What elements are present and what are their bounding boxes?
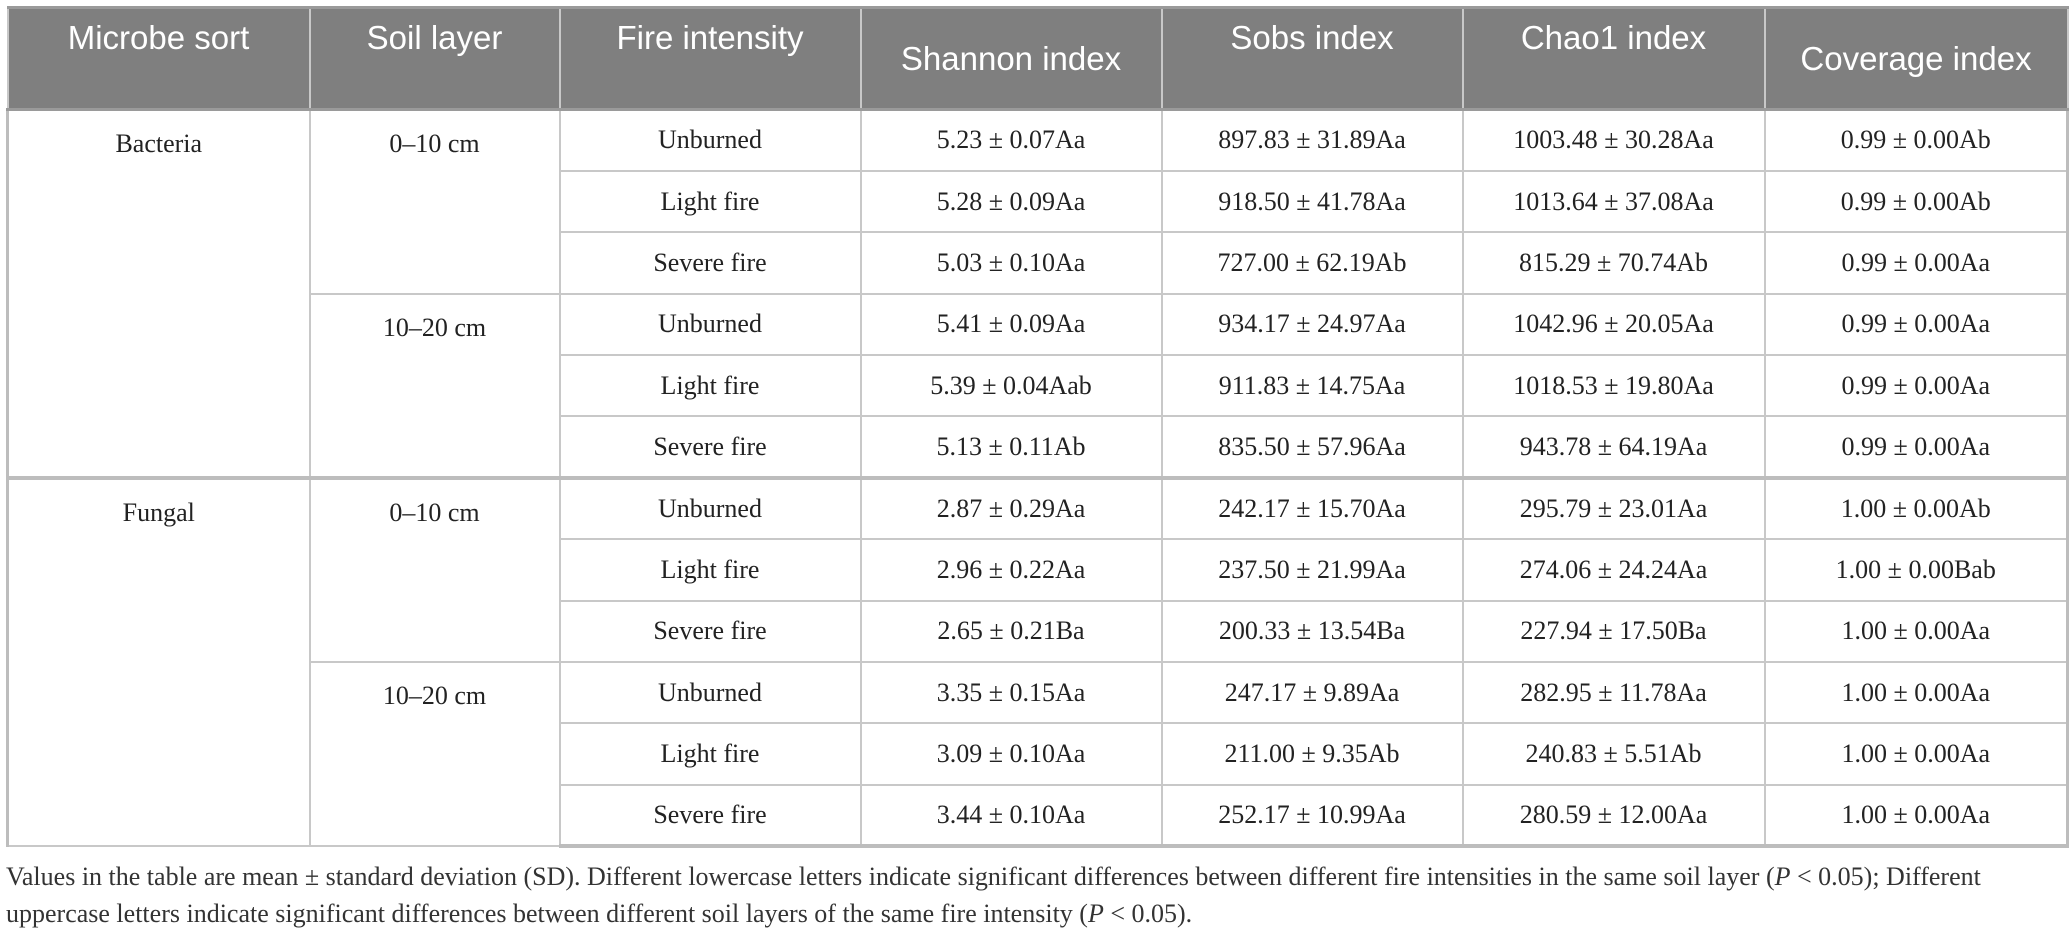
cell-sobs-index: 237.50 ± 21.99Aa: [1160, 538, 1464, 602]
header-fire-intensity: Fire intensity: [558, 6, 862, 111]
cell-sobs-index: 247.17 ± 9.89Aa: [1160, 661, 1464, 725]
cell-coverage-index: 0.99 ± 0.00Aa: [1763, 292, 2069, 357]
cell-soil-layer: 0–10 cm: [308, 475, 561, 664]
cell-sobs-index: 727.00 ± 62.19Ab: [1160, 231, 1464, 295]
table-body: Bacteria 0–10 cm Unburned 5.23 ± 0.07Aa 897.…: [6, 108, 2069, 849]
table-row: 10–20 cm Unburned 3.35 ± 0.15Aa 247.17 ± 9.…: [8, 661, 2069, 848]
cell-sobs-index: 200.33 ± 13.54Ba: [1160, 599, 1464, 664]
cell-sobs-index: 911.83 ± 14.75Aa: [1160, 354, 1464, 418]
cell-chao1-index: 280.59 ± 12.00Aa: [1461, 783, 1766, 849]
cell-chao1-index: 1042.96 ± 20.05Aa: [1461, 292, 1766, 357]
cell-sobs-index: 918.50 ± 41.78Aa: [1160, 169, 1464, 234]
table-row: Light fire 5.39 ± 0.04Aab 911.83 ± 14.75Aa…: [8, 354, 2069, 418]
cell-coverage-index: 1.00 ± 0.00Aa: [1763, 599, 2069, 664]
cell-shannon-index: 5.28 ± 0.09Aa: [859, 169, 1163, 234]
cell-soil-layer: 10–20 cm: [308, 661, 561, 848]
table-container: Microbe sort Soil layer Fire intensity S…: [6, 6, 2069, 849]
cell-shannon-index: 5.39 ± 0.04Aab: [859, 354, 1163, 418]
cell-coverage-index: 0.99 ± 0.00Aa: [1763, 415, 2069, 479]
header-microbe-sort: Microbe sort: [6, 6, 311, 111]
header-soil-layer: Soil layer: [308, 6, 561, 111]
cell-fire-intensity: Light fire: [558, 169, 862, 234]
cell-chao1-index: 943.78 ± 64.19Aa: [1461, 415, 1766, 479]
table-row: Light fire 2.96 ± 0.22Aa 237.50 ± 21.99Aa 2…: [8, 538, 2069, 602]
cell-chao1-index: 282.95 ± 11.78Aa: [1461, 661, 1766, 725]
cell-fire-intensity: Light fire: [558, 354, 862, 418]
cell-fire-intensity: Severe fire: [558, 783, 862, 849]
table-row: Light fire 5.28 ± 0.09Aa 918.50 ± 41.78Aa 1…: [8, 169, 2069, 234]
cell-fire-intensity: Unburned: [558, 661, 862, 725]
cell-chao1-index: 1013.64 ± 37.08Aa: [1461, 169, 1766, 234]
table-row: Light fire 3.09 ± 0.10Aa 211.00 ± 9.35Ab 24…: [8, 722, 2069, 786]
cell-fire-intensity: Unburned: [558, 108, 862, 172]
cell-fire-intensity: Unburned: [558, 475, 862, 541]
cell-coverage-index: 1.00 ± 0.00Aa: [1763, 783, 2069, 849]
table-row: Severe fire 5.03 ± 0.10Aa 727.00 ± 62.19Ab…: [8, 231, 2069, 295]
cell-chao1-index: 227.94 ± 17.50Ba: [1461, 599, 1766, 664]
header-coverage-index: Coverage index: [1763, 6, 2069, 111]
cell-soil-layer: 10–20 cm: [308, 292, 561, 479]
cell-fire-intensity: Light fire: [558, 722, 862, 786]
cell-fire-intensity: Light fire: [558, 538, 862, 602]
cell-coverage-index: 1.00 ± 0.00Ab: [1763, 475, 2069, 541]
footnote-text-c: < 0.05).: [1103, 899, 1193, 928]
cell-shannon-index: 2.87 ± 0.29Aa: [859, 475, 1163, 541]
cell-chao1-index: 1003.48 ± 30.28Aa: [1461, 108, 1766, 172]
header-chao1-index: Chao1 index: [1461, 6, 1766, 111]
header-sobs-index: Sobs index: [1160, 6, 1464, 111]
footnote-p-symbol-2: P: [1087, 899, 1104, 928]
cell-sobs-index: 934.17 ± 24.97Aa: [1160, 292, 1464, 357]
cell-shannon-index: 2.65 ± 0.21Ba: [859, 599, 1163, 664]
cell-shannon-index: 3.44 ± 0.10Aa: [859, 783, 1163, 849]
cell-chao1-index: 815.29 ± 70.74Ab: [1461, 231, 1766, 295]
cell-sobs-index: 211.00 ± 9.35Ab: [1160, 722, 1464, 786]
cell-sobs-index: 242.17 ± 15.70Aa: [1160, 475, 1464, 541]
table-row: 10–20 cm Unburned 5.41 ± 0.09Aa 934.17 ± 24…: [8, 292, 2069, 479]
diversity-table: Microbe sort Soil layer Fire intensity S…: [6, 6, 2069, 849]
cell-fire-intensity: Severe fire: [558, 599, 862, 664]
cell-microbe-sort: Bacteria: [6, 108, 311, 479]
cell-chao1-index: 240.83 ± 5.51Ab: [1461, 722, 1766, 786]
cell-fire-intensity: Unburned: [558, 292, 862, 357]
cell-chao1-index: 1018.53 ± 19.80Aa: [1461, 354, 1766, 418]
table-row: Severe fire 5.13 ± 0.11Ab 835.50 ± 57.96Aa…: [8, 415, 2069, 479]
header-row: Microbe sort Soil layer Fire intensity S…: [6, 6, 2069, 111]
table-row: Severe fire 3.44 ± 0.10Aa 252.17 ± 10.99Aa…: [8, 783, 2069, 849]
footnote-text-a: Values in the table are mean ± standard …: [6, 862, 1775, 891]
footnote-text-b: < 0.05); Different uppercase letters ind…: [6, 862, 1981, 928]
cell-shannon-index: 2.96 ± 0.22Aa: [859, 538, 1163, 602]
cell-shannon-index: 3.09 ± 0.10Aa: [859, 722, 1163, 786]
table-row: Severe fire 2.65 ± 0.21Ba 200.33 ± 13.54Ba…: [8, 599, 2069, 664]
cell-chao1-index: 274.06 ± 24.24Aa: [1461, 538, 1766, 602]
table-row: Bacteria 0–10 cm Unburned 5.23 ± 0.07Aa 897.…: [6, 108, 2069, 479]
cell-sobs-index: 835.50 ± 57.96Aa: [1160, 415, 1464, 479]
table-footnote: Values in the table are mean ± standard …: [6, 858, 2070, 932]
cell-microbe-sort: Fungal: [6, 475, 311, 848]
header-shannon-index: Shannon index: [859, 6, 1163, 111]
cell-coverage-index: 0.99 ± 0.00Ab: [1763, 108, 2069, 172]
cell-shannon-index: 5.23 ± 0.07Aa: [859, 108, 1163, 172]
cell-fire-intensity: Severe fire: [558, 231, 862, 295]
cell-sobs-index: 897.83 ± 31.89Aa: [1160, 108, 1464, 172]
cell-shannon-index: 5.41 ± 0.09Aa: [859, 292, 1163, 357]
cell-coverage-index: 1.00 ± 0.00Aa: [1763, 661, 2069, 725]
cell-sobs-index: 252.17 ± 10.99Aa: [1160, 783, 1464, 849]
cell-shannon-index: 5.13 ± 0.11Ab: [859, 415, 1163, 479]
cell-fire-intensity: Severe fire: [558, 415, 862, 479]
cell-shannon-index: 3.35 ± 0.15Aa: [859, 661, 1163, 725]
cell-coverage-index: 1.00 ± 0.00Bab: [1763, 538, 2069, 602]
cell-chao1-index: 295.79 ± 23.01Aa: [1461, 475, 1766, 541]
cell-coverage-index: 0.99 ± 0.00Aa: [1763, 231, 2069, 295]
cell-coverage-index: 0.99 ± 0.00Ab: [1763, 169, 2069, 234]
cell-soil-layer: 0–10 cm: [308, 108, 561, 295]
table-row: Fungal 0–10 cm Unburned 2.87 ± 0.29Aa 242.17…: [6, 475, 2069, 848]
cell-coverage-index: 0.99 ± 0.00Aa: [1763, 354, 2069, 418]
cell-shannon-index: 5.03 ± 0.10Aa: [859, 231, 1163, 295]
footnote-p-symbol: P: [1774, 862, 1791, 891]
cell-coverage-index: 1.00 ± 0.00Aa: [1763, 722, 2069, 786]
